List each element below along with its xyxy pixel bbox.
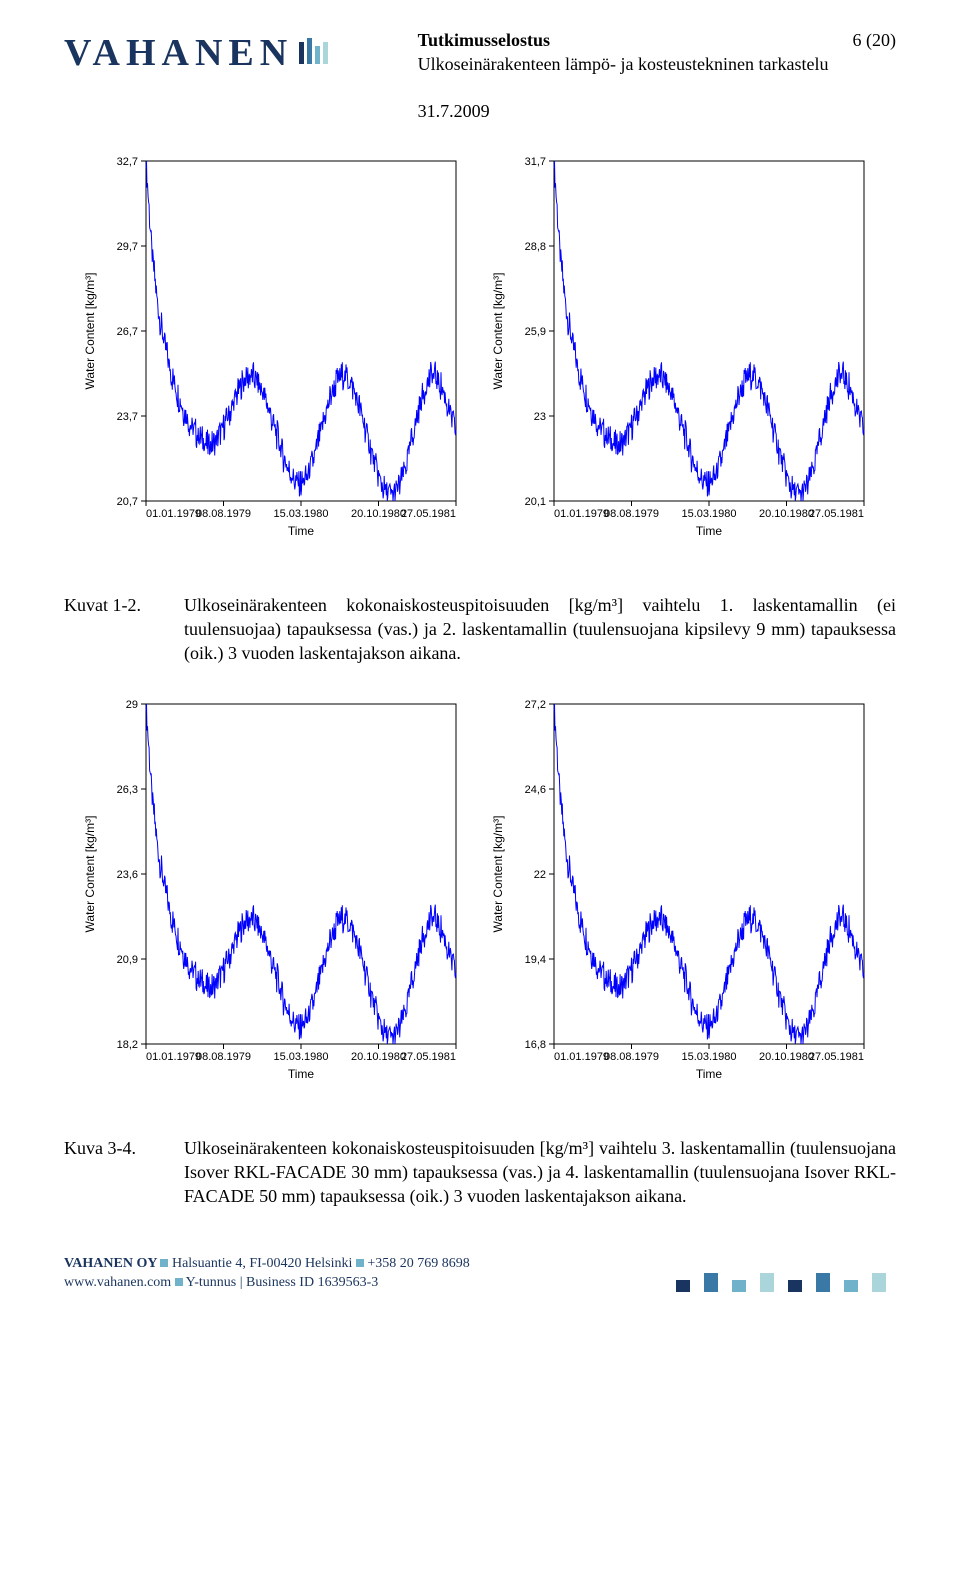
caption-2-label: Kuva 3-4. xyxy=(64,1136,184,1209)
svg-text:15.03.1980: 15.03.1980 xyxy=(273,1051,328,1063)
footer-company: VAHANEN OY xyxy=(64,1256,160,1271)
svg-text:Water Content [kg/m³]: Water Content [kg/m³] xyxy=(491,815,505,932)
svg-text:Time: Time xyxy=(696,1067,723,1081)
svg-text:22: 22 xyxy=(534,869,546,881)
svg-text:25,9: 25,9 xyxy=(525,326,546,338)
svg-text:20.10.1980: 20.10.1980 xyxy=(351,1051,406,1063)
svg-text:29,7: 29,7 xyxy=(117,241,138,253)
svg-text:Water Content [kg/m³]: Water Content [kg/m³] xyxy=(83,815,97,932)
chart-row-1: 20,723,726,729,732,701.01.197908.08.1979… xyxy=(64,149,896,565)
svg-text:01.01.1979: 01.01.1979 xyxy=(146,1051,201,1063)
logo-sticks-icon xyxy=(297,36,331,70)
svg-text:Water Content [kg/m³]: Water Content [kg/m³] xyxy=(491,272,505,389)
bullet-icon xyxy=(160,1259,168,1267)
svg-text:27.05.1981: 27.05.1981 xyxy=(809,1051,864,1063)
footer-businessid: Y-tunnus | Business ID 1639563-3 xyxy=(186,1275,379,1290)
svg-text:15.03.1980: 15.03.1980 xyxy=(681,508,736,520)
footer-phone: +358 20 769 8698 xyxy=(367,1256,469,1271)
caption-2: Kuva 3-4. Ulkoseinärakenteen kokonaiskos… xyxy=(64,1136,896,1209)
svg-text:27.05.1981: 27.05.1981 xyxy=(401,1051,456,1063)
svg-text:23,7: 23,7 xyxy=(117,411,138,423)
svg-text:27.05.1981: 27.05.1981 xyxy=(809,508,864,520)
svg-text:18,2: 18,2 xyxy=(117,1039,138,1051)
report-title: Tutkimusselostus xyxy=(418,28,829,52)
chart-1: 20,7 23,7 26,7 29,7 32,7 01.01.197908.08.1979… xyxy=(74,149,478,565)
svg-text:23: 23 xyxy=(534,411,546,423)
report-date: 31.7.2009 xyxy=(418,99,829,123)
footer-url: www.vahanen.com xyxy=(64,1275,175,1290)
svg-text:32,7: 32,7 xyxy=(117,156,138,168)
svg-text:15.03.1980: 15.03.1980 xyxy=(273,508,328,520)
svg-text:01.01.1979: 01.01.1979 xyxy=(146,508,201,520)
page-footer: VAHANEN OY Halsuantie 4, FI-00420 Helsin… xyxy=(64,1255,896,1293)
svg-text:28,8: 28,8 xyxy=(525,241,546,253)
bullet-icon xyxy=(356,1259,364,1267)
svg-text:15.03.1980: 15.03.1980 xyxy=(681,1051,736,1063)
svg-text:08.08.1979: 08.08.1979 xyxy=(604,508,659,520)
chart-3: 18,2 20,9 23,6 26,3 29 01.01.197908.08.1979 15… xyxy=(74,692,478,1108)
caption-1-label: Kuvat 1-2. xyxy=(64,593,184,666)
svg-text:20.10.1980: 20.10.1980 xyxy=(351,508,406,520)
svg-text:08.08.1979: 08.08.1979 xyxy=(196,508,251,520)
header-meta: Tutkimusselostus Ulkoseinärakenteen lämp… xyxy=(418,28,829,123)
svg-text:16,8: 16,8 xyxy=(525,1039,546,1051)
svg-text:20.10.1980: 20.10.1980 xyxy=(759,508,814,520)
caption-2-text: Ulkoseinärakenteen kokonaiskosteuspitois… xyxy=(184,1136,896,1209)
svg-text:31,7: 31,7 xyxy=(525,156,546,168)
svg-text:27.05.1981: 27.05.1981 xyxy=(401,508,456,520)
svg-text:Water Content [kg/m³]: Water Content [kg/m³] xyxy=(83,272,97,389)
logo: VAHANEN xyxy=(64,28,331,79)
page-number: 6 (20) xyxy=(853,28,897,52)
svg-text:20,9: 20,9 xyxy=(117,954,138,966)
svg-text:Time: Time xyxy=(696,524,723,538)
svg-text:Time: Time xyxy=(288,1067,315,1081)
svg-text:27,2: 27,2 xyxy=(525,699,546,711)
svg-text:01.01.1979: 01.01.1979 xyxy=(554,508,609,520)
footer-text: VAHANEN OY Halsuantie 4, FI-00420 Helsin… xyxy=(64,1255,470,1293)
svg-text:08.08.1979: 08.08.1979 xyxy=(196,1051,251,1063)
svg-text:Time: Time xyxy=(288,524,315,538)
svg-text:23,6: 23,6 xyxy=(117,869,138,881)
bullet-icon xyxy=(175,1278,183,1286)
svg-text:20,7: 20,7 xyxy=(117,496,138,508)
svg-text:24,6: 24,6 xyxy=(525,784,546,796)
chart-row-2: 18,220,923,626,32901.01.197908.08.197915… xyxy=(64,692,896,1108)
svg-text:26,3: 26,3 xyxy=(117,784,138,796)
svg-text:20,1: 20,1 xyxy=(525,496,546,508)
logo-text: VAHANEN xyxy=(64,28,293,79)
page-header: VAHANEN Tutkimusselostus Ulkoseinärakent… xyxy=(64,28,896,123)
svg-text:20.10.1980: 20.10.1980 xyxy=(759,1051,814,1063)
svg-text:08.08.1979: 08.08.1979 xyxy=(604,1051,659,1063)
svg-text:19,4: 19,4 xyxy=(525,954,546,966)
svg-text:26,7: 26,7 xyxy=(117,326,138,338)
chart-4: 16,8 19,4 22 24,6 27,2 01.01.197908.08.1979 15… xyxy=(482,692,886,1108)
chart-2: 20,1 23 25,9 28,8 31,7 01.01.197908.08.1979 15… xyxy=(482,149,886,565)
svg-text:29: 29 xyxy=(126,699,138,711)
footer-sticks-icon xyxy=(676,1262,896,1292)
svg-text:01.01.1979: 01.01.1979 xyxy=(554,1051,609,1063)
caption-1-text: Ulkoseinärakenteen kokonaiskosteuspitois… xyxy=(184,593,896,666)
report-subtitle: Ulkoseinärakenteen lämpö- ja kosteustekn… xyxy=(418,52,829,76)
caption-1: Kuvat 1-2. Ulkoseinärakenteen kokonaisko… xyxy=(64,593,896,666)
footer-address: Halsuantie 4, FI-00420 Helsinki xyxy=(172,1256,356,1271)
